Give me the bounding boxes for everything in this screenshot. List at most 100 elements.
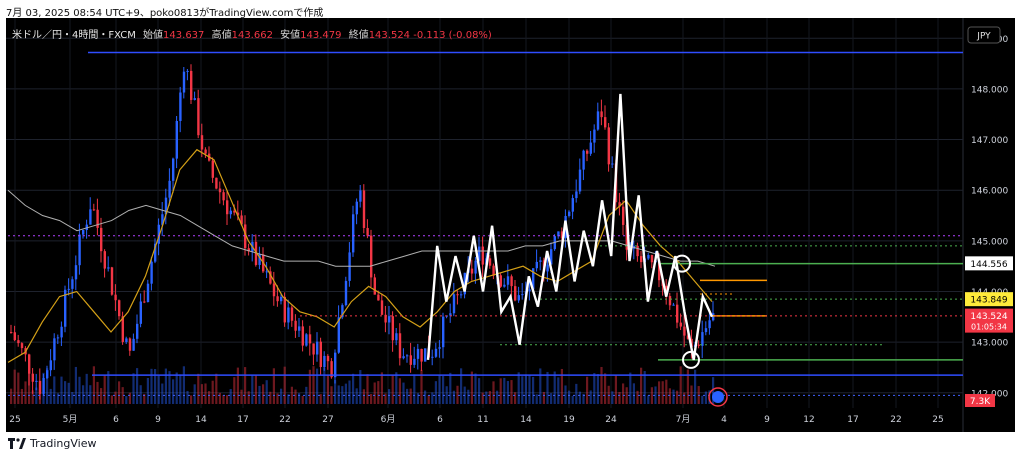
candle-body: [49, 360, 52, 371]
candle-body: [56, 337, 60, 339]
candle-body: [114, 294, 117, 301]
volume-bar: [661, 381, 664, 404]
candle-body: [676, 304, 679, 323]
candle-body: [424, 348, 427, 362]
y-tick-label-4: 145.000: [971, 237, 1008, 247]
volume-bar: [110, 395, 113, 404]
candle-body: [283, 296, 286, 323]
volume-bar: [647, 395, 650, 404]
low-label: 安値: [280, 30, 301, 41]
candle-body: [388, 316, 391, 323]
candle-body: [571, 198, 574, 212]
candle-body: [413, 358, 416, 365]
close-value: 143.524: [368, 30, 411, 41]
candle-body: [636, 245, 639, 257]
volume-bar: [118, 381, 121, 404]
volume-bar: [233, 377, 236, 404]
volume-bar: [604, 373, 607, 404]
candle-body: [64, 289, 67, 327]
time-axis: [6, 408, 1015, 432]
candle-body: [510, 276, 513, 287]
volume-bar: [553, 371, 556, 404]
candle-body: [35, 380, 38, 382]
candle-body: [182, 71, 186, 93]
volume-bar: [445, 386, 448, 404]
footer-brand[interactable]: TradingView: [8, 437, 96, 450]
candle-body: [128, 338, 132, 351]
currency-button[interactable]: [967, 26, 1001, 44]
candle-body: [204, 149, 207, 154]
volume-bar: [704, 391, 707, 404]
candle-body: [611, 163, 614, 165]
volume-bar: [514, 392, 517, 404]
volume-bar: [492, 381, 495, 404]
volume-bar: [312, 366, 315, 404]
volume-tag: 7.3K: [970, 397, 991, 407]
candle-body: [46, 370, 49, 379]
candle-body: [287, 307, 290, 323]
y-tick-label-6: 143.000: [971, 339, 1008, 349]
candle-body: [161, 214, 164, 225]
x-tick-label-6: 22: [279, 415, 290, 425]
candle-body: [402, 356, 405, 359]
candle-body: [481, 246, 484, 265]
marker-circle-top: [673, 254, 691, 273]
volume-bar: [294, 389, 297, 404]
candle-body: [168, 180, 171, 198]
currency-button-label: JPY: [976, 32, 991, 42]
x-tick-label-3: 9: [155, 415, 161, 425]
volume-bar: [308, 369, 311, 404]
volume-bar: [359, 370, 362, 404]
candle-body: [370, 235, 373, 278]
volume-bar: [164, 368, 167, 404]
x-tick-label-20: 25: [932, 415, 943, 425]
candle-body: [499, 275, 502, 287]
candle-body: [172, 158, 175, 181]
candle-body: [265, 271, 268, 273]
candle-body: [575, 191, 578, 199]
volume-bar: [323, 367, 326, 404]
volume-bar: [10, 388, 13, 404]
candle-body: [280, 296, 283, 302]
volume-bar: [510, 380, 513, 404]
candle-body: [272, 283, 276, 297]
candle-body: [298, 326, 301, 331]
volume-bar: [344, 383, 347, 404]
price-tag-last-bg: [965, 308, 1013, 333]
candle-body: [308, 334, 312, 344]
volume-bar: [64, 381, 67, 404]
candle-body: [532, 268, 535, 290]
symbol-label[interactable]: 米ドル／円・4時間・FXCM: [12, 30, 136, 41]
y-tick-label-3: 146.000: [971, 187, 1008, 197]
volume-bar: [298, 393, 301, 404]
volume-bar: [28, 366, 31, 404]
candle-body: [323, 355, 326, 368]
volume-bar: [542, 391, 545, 404]
volume-bar: [222, 395, 225, 404]
candle-body: [17, 340, 20, 344]
volume-bar: [438, 375, 441, 404]
candle-body: [557, 231, 560, 237]
candle-body: [31, 373, 34, 382]
candle-body: [179, 92, 182, 121]
candle-body: [344, 280, 348, 306]
volume-bar: [89, 385, 92, 404]
volume-bar: [193, 384, 196, 404]
candle-body: [683, 326, 686, 336]
volume-bar: [560, 368, 563, 404]
volume-bar: [532, 376, 535, 404]
volume-bar: [355, 388, 358, 404]
candle-body: [240, 215, 243, 225]
volume-bar: [154, 369, 157, 404]
candle-body: [362, 190, 366, 228]
y-tick-label-1: 148.000: [971, 85, 1008, 95]
candle-body: [211, 160, 214, 178]
volume-bar: [247, 391, 250, 404]
candle-body: [82, 230, 85, 235]
candle-body: [492, 265, 495, 276]
candle-body: [294, 320, 297, 331]
price-tag-level-2-bg: [965, 292, 1013, 307]
candle-body: [215, 177, 218, 189]
